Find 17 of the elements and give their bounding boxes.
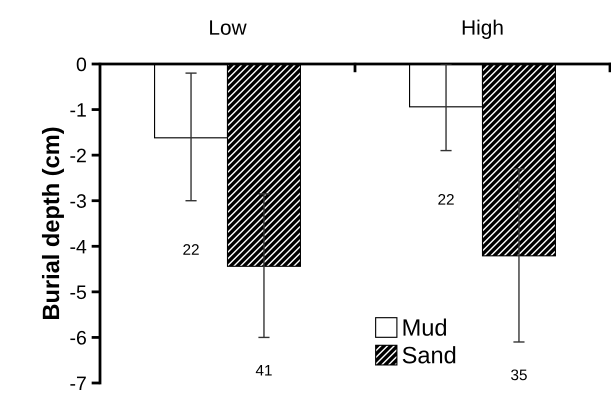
y-tick-label: -2 — [70, 148, 86, 162]
y-axis-title: Burial depth (cm) — [42, 128, 64, 319]
y-tick-label: -6 — [70, 330, 86, 345]
legend-label: Sand — [402, 346, 456, 364]
y-tick-label: -1 — [70, 103, 86, 117]
legend-label: Mud — [404, 318, 446, 336]
y-tick-label: -5 — [70, 286, 86, 300]
y-tick-label: 0 — [76, 57, 86, 72]
annotation: 35 — [511, 369, 527, 380]
y-tick-label: -3 — [70, 194, 86, 208]
y-tick-label: -7 — [70, 376, 86, 390]
x-tick-label: High — [462, 20, 503, 39]
x-tick-label: Low — [210, 20, 247, 35]
y-tick-label: -4 — [70, 240, 86, 254]
annotation: 41 — [256, 365, 272, 376]
annotation: 22 — [438, 194, 454, 205]
annotation: 22 — [183, 244, 199, 255]
